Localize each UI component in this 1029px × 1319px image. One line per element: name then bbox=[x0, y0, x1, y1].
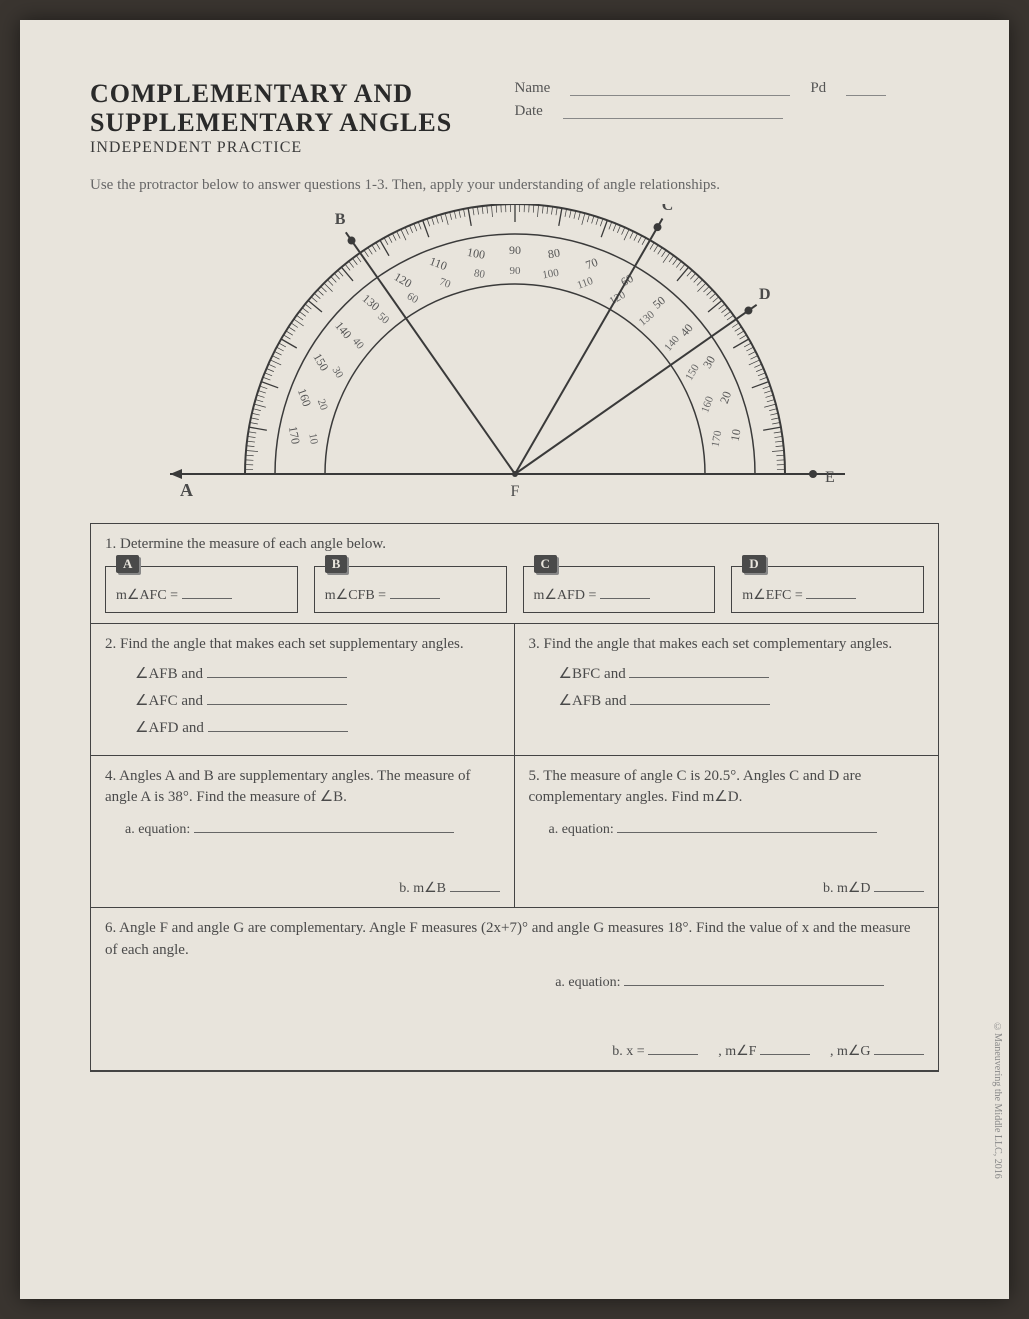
q5-sub-a: a. equation: bbox=[549, 822, 614, 837]
q3-item-1: ∠AFB and bbox=[559, 693, 627, 709]
svg-text:160: 160 bbox=[294, 387, 313, 409]
svg-text:80: 80 bbox=[546, 246, 560, 262]
svg-text:130: 130 bbox=[636, 308, 657, 328]
svg-text:50: 50 bbox=[649, 293, 667, 311]
q6-mg-blank[interactable] bbox=[874, 1041, 924, 1055]
name-label: Name bbox=[515, 80, 551, 97]
date-blank[interactable] bbox=[563, 103, 783, 119]
svg-text:100: 100 bbox=[466, 245, 486, 262]
pd-label: Pd bbox=[810, 80, 826, 97]
card-blank[interactable] bbox=[182, 585, 232, 599]
q4-eq-blank[interactable] bbox=[194, 819, 454, 833]
title-line-1: COMPLEMENTARY AND bbox=[90, 80, 515, 109]
instructions: Use the protractor below to answer quest… bbox=[90, 175, 939, 196]
q2-item-0: ∠AFB and bbox=[135, 666, 203, 682]
q3-blank-0[interactable] bbox=[629, 664, 769, 678]
card-badge: B bbox=[325, 555, 348, 573]
q5-ans-blank[interactable] bbox=[874, 878, 924, 892]
card-badge: D bbox=[742, 555, 765, 573]
card-badge: A bbox=[116, 555, 139, 573]
q1-prompt: 1. Determine the measure of each angle b… bbox=[105, 534, 924, 556]
card-blank[interactable] bbox=[600, 585, 650, 599]
svg-text:B: B bbox=[334, 211, 345, 228]
svg-text:110: 110 bbox=[575, 275, 595, 292]
q2-item-2: ∠AFD and bbox=[135, 720, 204, 736]
q5-prompt: 5. The measure of angle C is 20.5°. Angl… bbox=[529, 766, 925, 810]
subtitle: INDEPENDENT PRACTICE bbox=[90, 139, 515, 157]
q6-mg: , m∠G bbox=[830, 1044, 871, 1059]
card-blank[interactable] bbox=[806, 585, 856, 599]
svg-text:140: 140 bbox=[332, 319, 354, 342]
svg-text:D: D bbox=[759, 286, 771, 303]
svg-text:110: 110 bbox=[427, 254, 448, 273]
svg-text:120: 120 bbox=[391, 270, 414, 291]
q2-blank-1[interactable] bbox=[207, 691, 347, 705]
angle-card-A: A m∠AFC = bbox=[105, 566, 298, 613]
q4-prompt: 4. Angles A and B are supplementary angl… bbox=[105, 766, 500, 810]
svg-text:100: 100 bbox=[541, 267, 560, 282]
pd-blank[interactable] bbox=[846, 80, 886, 96]
svg-text:90: 90 bbox=[509, 243, 521, 257]
card-blank[interactable] bbox=[390, 585, 440, 599]
title-line-2: SUPPLEMENTARY ANGLES bbox=[90, 109, 515, 138]
q4-sub-b: b. m∠B bbox=[399, 881, 446, 896]
svg-text:20: 20 bbox=[716, 390, 733, 406]
q2-blank-0[interactable] bbox=[207, 664, 347, 678]
svg-text:50: 50 bbox=[375, 311, 392, 328]
angle-card-B: B m∠CFB = bbox=[314, 566, 507, 613]
q6-x-blank[interactable] bbox=[648, 1041, 698, 1055]
svg-text:40: 40 bbox=[349, 336, 366, 353]
copyright: ©Maneuvering the Middle LLC, 2016 bbox=[992, 1022, 1003, 1179]
q6-prompt: 6. Angle F and angle G are complementary… bbox=[105, 918, 924, 962]
point-F: F bbox=[510, 483, 519, 500]
point-A: A bbox=[180, 480, 193, 500]
svg-text:170: 170 bbox=[709, 429, 724, 448]
svg-text:10: 10 bbox=[306, 432, 320, 445]
card-badge: C bbox=[534, 555, 557, 573]
q6-sub-a: a. equation: bbox=[555, 975, 620, 990]
svg-text:70: 70 bbox=[583, 255, 599, 272]
svg-text:70: 70 bbox=[437, 276, 452, 291]
svg-text:170: 170 bbox=[285, 425, 302, 445]
angle-card-C: C m∠AFD = bbox=[523, 566, 716, 613]
svg-text:C: C bbox=[661, 204, 673, 214]
svg-text:140: 140 bbox=[662, 333, 682, 354]
card-label: m∠EFC = bbox=[742, 588, 803, 603]
svg-text:150: 150 bbox=[310, 351, 331, 374]
q6-mf: , m∠F bbox=[718, 1044, 756, 1059]
svg-text:30: 30 bbox=[699, 353, 717, 370]
angle-card-D: D m∠EFC = bbox=[731, 566, 924, 613]
q3-prompt: 3. Find the angle that makes each set co… bbox=[529, 634, 925, 656]
card-label: m∠AFD = bbox=[534, 588, 597, 603]
protractor-diagram: 1701016020150301404013050120601107010080… bbox=[140, 204, 890, 504]
svg-text:160: 160 bbox=[699, 394, 716, 414]
q3-blank-1[interactable] bbox=[630, 691, 770, 705]
svg-text:130: 130 bbox=[359, 291, 382, 313]
svg-text:80: 80 bbox=[472, 267, 485, 281]
name-blank[interactable] bbox=[570, 80, 790, 96]
svg-text:40: 40 bbox=[677, 321, 695, 339]
svg-text:20: 20 bbox=[314, 398, 329, 413]
q2-item-1: ∠AFC and bbox=[135, 693, 203, 709]
svg-text:90: 90 bbox=[509, 265, 521, 277]
q6-mf-blank[interactable] bbox=[760, 1041, 810, 1055]
card-label: m∠CFB = bbox=[325, 588, 386, 603]
q5-sub-b: b. m∠D bbox=[823, 881, 871, 896]
q5-eq-blank[interactable] bbox=[617, 819, 877, 833]
q4-sub-a: a. equation: bbox=[125, 822, 190, 837]
q3-item-0: ∠BFC and bbox=[559, 666, 626, 682]
q2-prompt: 2. Find the angle that makes each set su… bbox=[105, 634, 500, 656]
svg-text:60: 60 bbox=[404, 290, 420, 306]
point-E: E bbox=[825, 469, 835, 486]
q6-eq-blank[interactable] bbox=[624, 972, 884, 986]
q4-ans-blank[interactable] bbox=[450, 878, 500, 892]
date-label: Date bbox=[515, 103, 543, 120]
svg-text:10: 10 bbox=[727, 428, 743, 442]
svg-text:30: 30 bbox=[329, 365, 345, 381]
card-label: m∠AFC = bbox=[116, 588, 178, 603]
q2-blank-2[interactable] bbox=[208, 718, 348, 732]
svg-text:150: 150 bbox=[683, 362, 702, 383]
q6-sub-b: b. x = bbox=[612, 1044, 644, 1059]
